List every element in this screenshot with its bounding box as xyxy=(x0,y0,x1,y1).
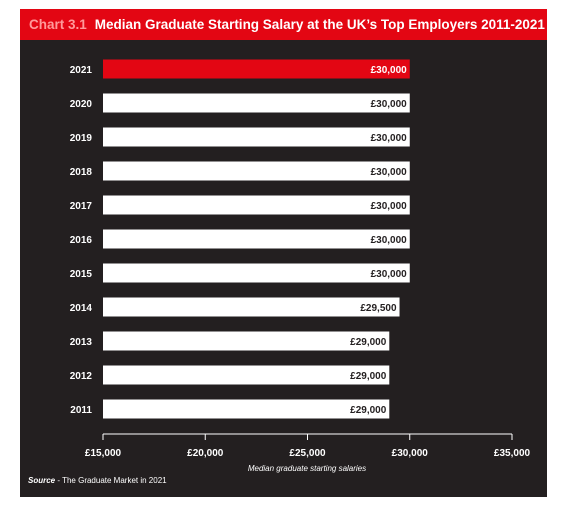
x-axis: £15,000 £20,000 £25,000 £30,000 £35,000 xyxy=(85,433,531,459)
bar-2016 xyxy=(103,229,410,249)
source-text: - The Graduate Market in 2021 xyxy=(55,476,167,485)
y-tick-label: 2011 xyxy=(70,405,92,416)
title-bar: Chart 3.1 Median Graduate Starting Salar… xyxy=(20,9,547,40)
data-label: £29,000 xyxy=(350,405,387,416)
y-tick-label: 2020 xyxy=(70,99,93,110)
y-tick-label: 2014 xyxy=(70,303,93,314)
bar-2015 xyxy=(103,263,410,283)
y-tick-label: 2012 xyxy=(70,371,93,382)
data-label: £30,000 xyxy=(371,65,408,76)
x-axis-label: Median graduate starting salaries xyxy=(248,464,366,473)
bar-chart: 2021 £30,000 2020 £30,000 2019 £30,000 2018 £30… xyxy=(70,59,531,473)
bar-2013 xyxy=(103,331,390,351)
bar-2021 xyxy=(103,59,410,79)
bars-group: 2021 £30,000 2020 £30,000 2019 £30,000 2018 £30… xyxy=(70,59,410,419)
y-tick-label: 2013 xyxy=(70,337,93,348)
y-tick-label: 2019 xyxy=(70,133,93,144)
bar-2019 xyxy=(103,127,410,147)
bar-2018 xyxy=(103,161,410,181)
x-tick-label: £20,000 xyxy=(187,448,224,459)
bar-2011 xyxy=(103,399,390,419)
chart-frame: Chart 3.1 Median Graduate Starting Salar… xyxy=(20,9,547,497)
data-label: £30,000 xyxy=(371,269,408,280)
data-label: £29,500 xyxy=(360,303,397,314)
x-tick-label: £15,000 xyxy=(85,448,122,459)
data-label: £30,000 xyxy=(371,201,408,212)
bar-2014 xyxy=(103,297,400,317)
bar-2017 xyxy=(103,195,410,215)
data-label: £30,000 xyxy=(371,133,408,144)
data-label: £30,000 xyxy=(371,99,408,110)
x-tick-label: £35,000 xyxy=(494,448,531,459)
bar-2020 xyxy=(103,93,410,113)
source-note: Source - The Graduate Market in 2021 xyxy=(28,476,167,485)
y-tick-label: 2017 xyxy=(70,201,93,212)
chart-number-label: Chart 3.1 xyxy=(29,17,87,32)
y-tick-label: 2018 xyxy=(70,167,93,178)
bar-2012 xyxy=(103,365,390,385)
y-tick-label: 2015 xyxy=(70,269,93,280)
chart-title: Median Graduate Starting Salary at the U… xyxy=(94,17,545,32)
y-tick-label: 2016 xyxy=(70,235,93,246)
data-label: £30,000 xyxy=(371,235,408,246)
x-tick-label: £30,000 xyxy=(392,448,429,459)
x-tick-label: £25,000 xyxy=(289,448,326,459)
data-label: £29,000 xyxy=(350,371,387,382)
data-label: £30,000 xyxy=(371,167,408,178)
y-tick-label: 2021 xyxy=(70,65,93,76)
source-label: Source xyxy=(28,476,56,485)
data-label: £29,000 xyxy=(350,337,387,348)
